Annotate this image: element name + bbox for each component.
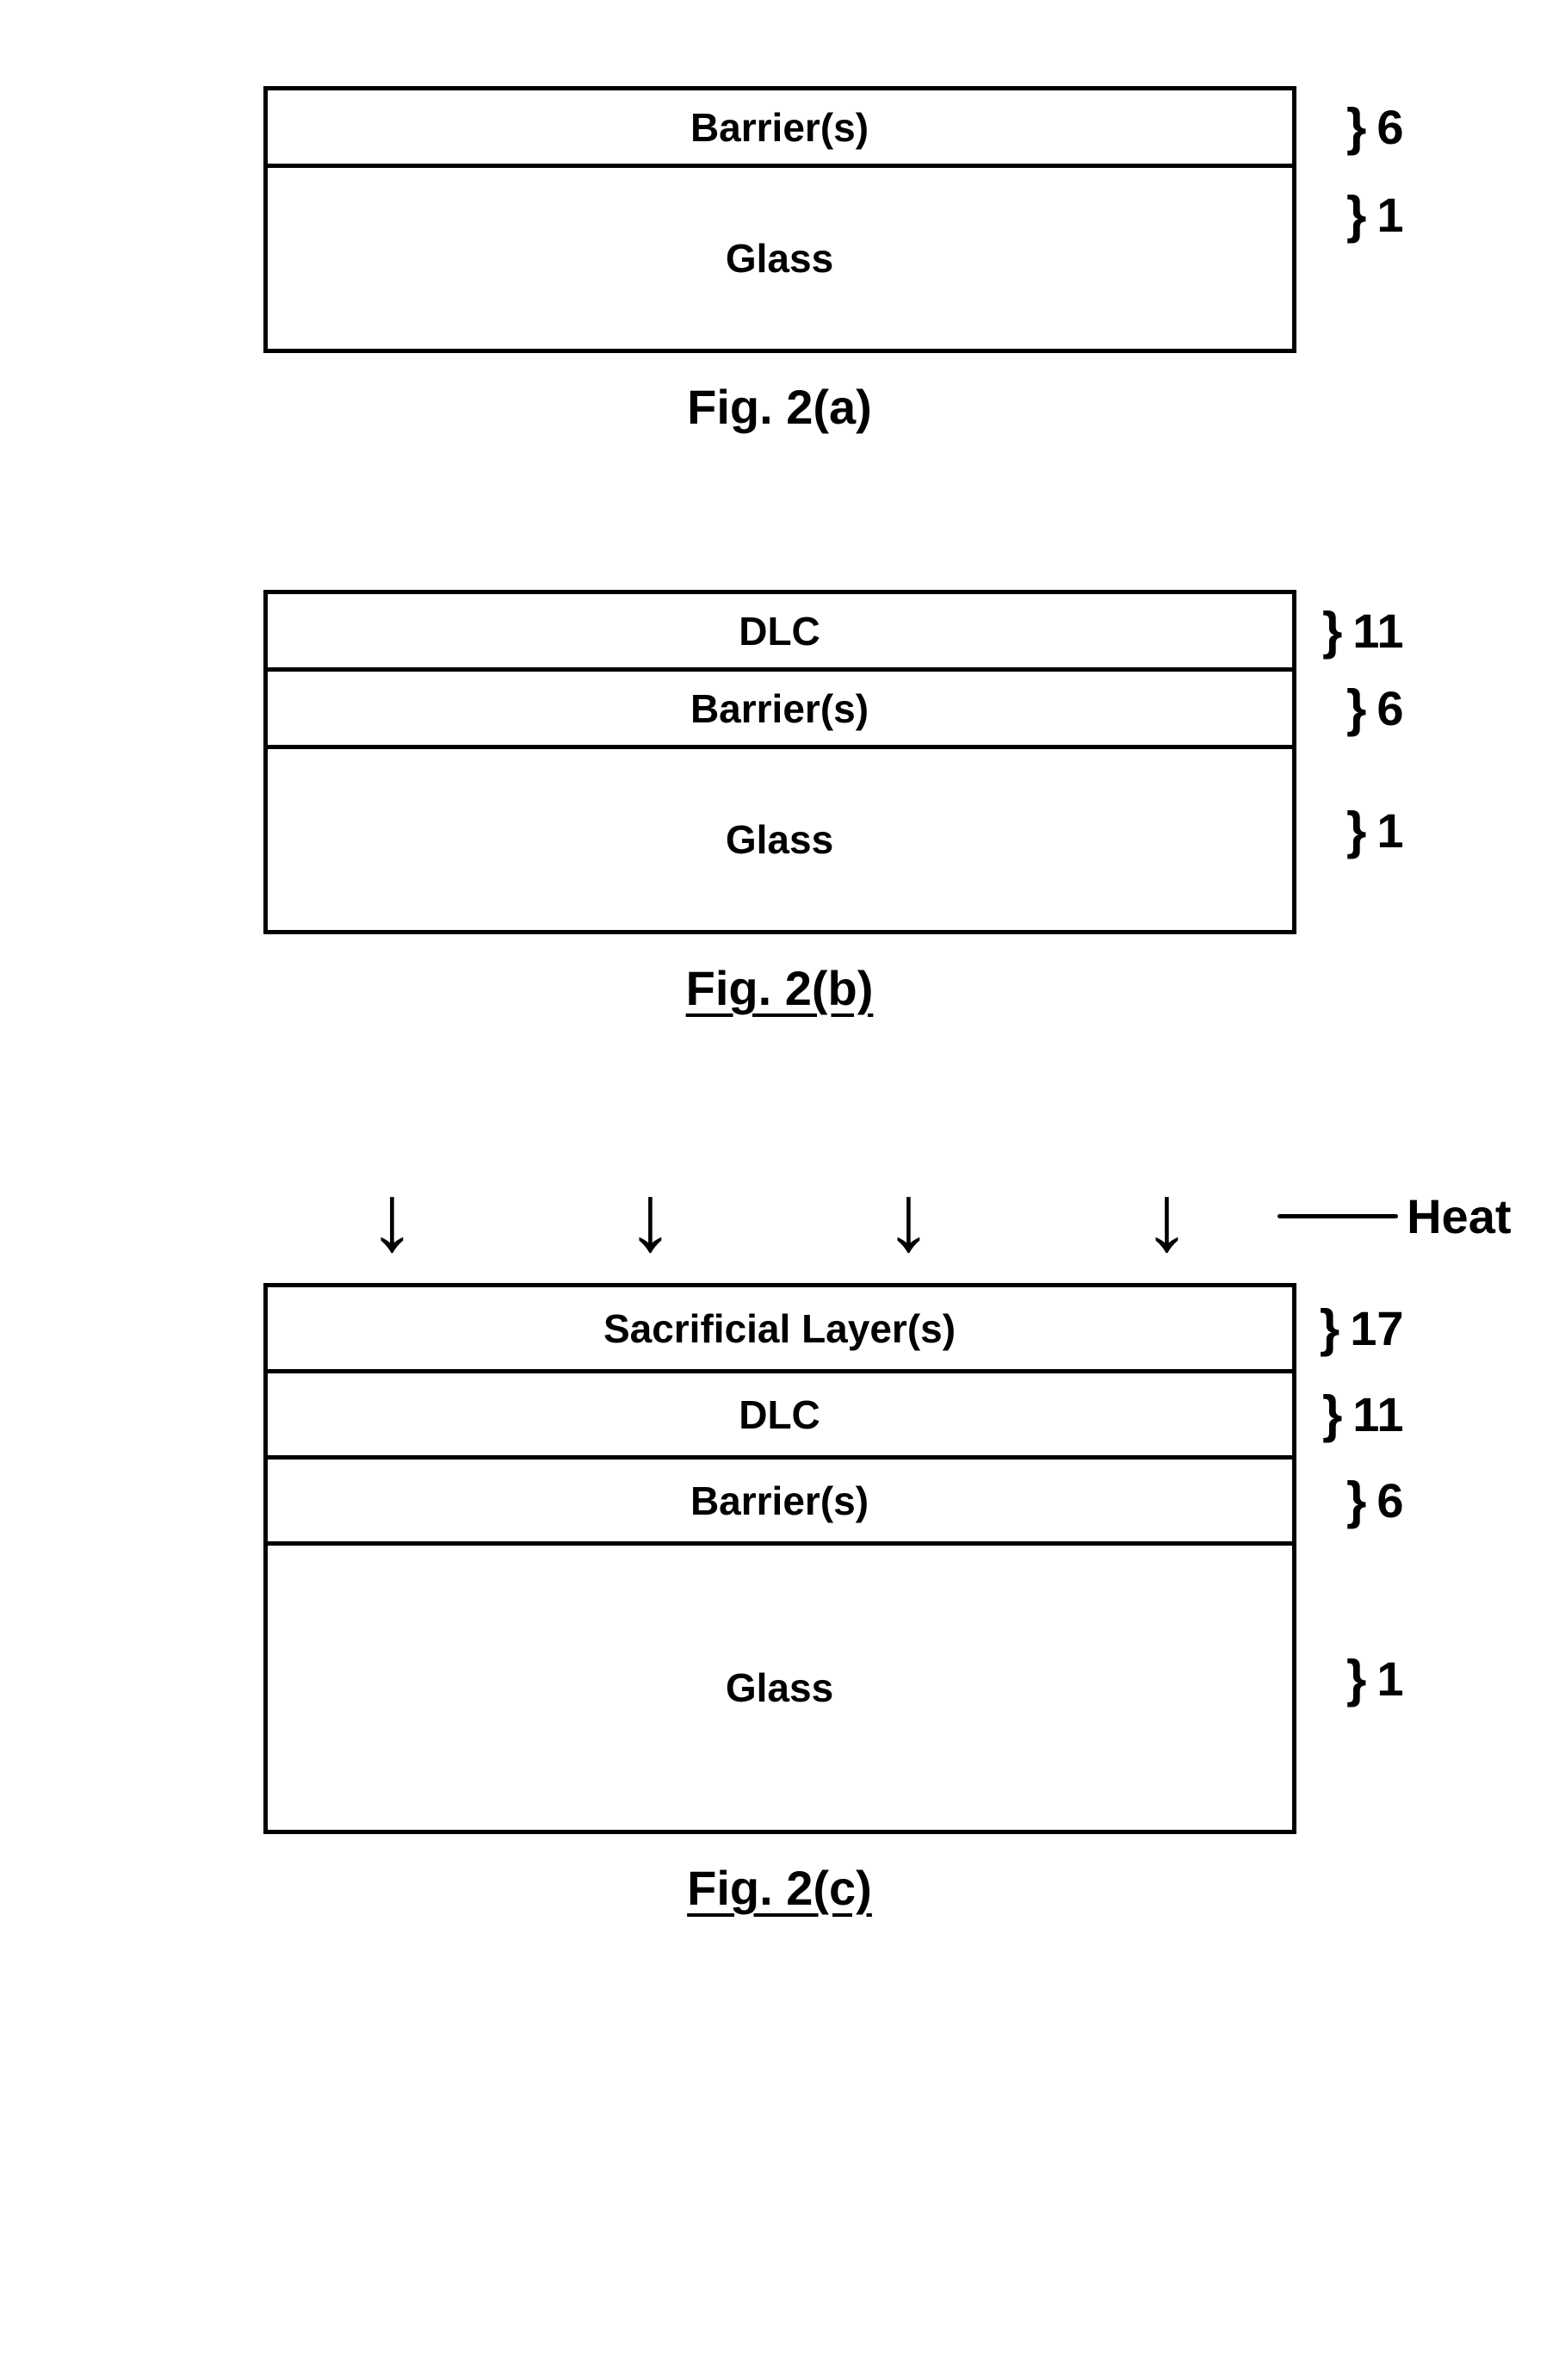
layer-dlc: DLC } 11 [263, 1369, 1296, 1455]
layer-label: Barrier(s) [690, 685, 869, 732]
down-arrow-icon: ↓ [368, 1171, 416, 1266]
layer-label: DLC [739, 608, 820, 654]
brace-icon: } [1322, 1385, 1342, 1444]
ref-label: } 1 [1346, 1649, 1404, 1708]
brace-icon: } [1346, 1471, 1366, 1530]
figure-2c: ↓ ↓ ↓ ↓ Heat Sacrificial Layer(s) } 17 D… [129, 1171, 1430, 1916]
layer-label: Barrier(s) [690, 104, 869, 151]
figure-group: Barrier(s) } 6 Glass } 1 Fig. 2(a) DLC [129, 86, 1430, 1916]
ref-number: 1 [1376, 1651, 1403, 1707]
ref-label: } 1 [1346, 185, 1404, 245]
layer-stack-2a: Barrier(s) } 6 Glass } 1 [263, 86, 1296, 353]
ref-number: 1 [1376, 803, 1403, 858]
brace-icon: } [1346, 679, 1366, 738]
brace-icon: } [1346, 185, 1366, 245]
ref-number: 6 [1376, 99, 1403, 155]
heat-label: Heat [1278, 1188, 1511, 1244]
layer-label: Glass [726, 235, 833, 282]
ref-label: } 6 [1346, 1471, 1404, 1530]
layer-barrier: Barrier(s) } 6 [263, 667, 1296, 745]
figure-2b: DLC } 11 Barrier(s) } 6 Glass } 1 [129, 590, 1430, 1016]
down-arrow-icon: ↓ [885, 1171, 932, 1266]
brace-icon: } [1320, 1298, 1339, 1358]
brace-icon: } [1322, 601, 1342, 660]
brace-icon: } [1346, 801, 1366, 860]
ref-number: 6 [1376, 680, 1403, 736]
layer-label: Barrier(s) [690, 1478, 869, 1524]
ref-number: 1 [1376, 187, 1403, 243]
layer-glass: Glass } 1 [263, 164, 1296, 353]
layer-label: Glass [726, 816, 833, 863]
ref-number: 11 [1352, 603, 1403, 659]
down-arrow-icon: ↓ [1143, 1171, 1191, 1266]
ref-label: } 17 [1320, 1298, 1404, 1358]
leader-line-icon [1278, 1214, 1398, 1218]
layer-glass: Glass } 1 [263, 745, 1296, 934]
ref-label: } 6 [1346, 679, 1404, 738]
heat-arrow-row: ↓ ↓ ↓ ↓ Heat [263, 1171, 1296, 1266]
ref-label: } 6 [1346, 97, 1404, 157]
heat-text: Heat [1407, 1188, 1511, 1244]
ref-label: } 1 [1346, 801, 1404, 860]
layer-dlc: DLC } 11 [263, 590, 1296, 667]
ref-number: 11 [1352, 1386, 1403, 1442]
ref-label: } 11 [1322, 1385, 1404, 1444]
down-arrow-icon: ↓ [627, 1171, 674, 1266]
ref-label: } 11 [1322, 601, 1404, 660]
figure-2a: Barrier(s) } 6 Glass } 1 Fig. 2(a) [129, 86, 1430, 435]
layer-sacrificial: Sacrificial Layer(s) } 17 [263, 1283, 1296, 1369]
figure-caption: Fig. 2(c) [687, 1860, 872, 1916]
layer-glass: Glass } 1 [263, 1541, 1296, 1834]
figure-caption: Fig. 2(b) [686, 960, 874, 1016]
layer-barrier: Barrier(s) } 6 [263, 1455, 1296, 1541]
brace-icon: } [1346, 1649, 1366, 1708]
brace-icon: } [1346, 97, 1366, 157]
layer-label: Glass [726, 1664, 833, 1711]
layer-barrier: Barrier(s) } 6 [263, 86, 1296, 164]
ref-number: 17 [1350, 1300, 1403, 1356]
layer-stack-2c: Sacrificial Layer(s) } 17 DLC } 11 Barri… [263, 1283, 1296, 1834]
ref-number: 6 [1376, 1472, 1403, 1528]
layer-stack-2b: DLC } 11 Barrier(s) } 6 Glass } 1 [263, 590, 1296, 934]
figure-caption: Fig. 2(a) [687, 379, 872, 435]
layer-label: DLC [739, 1391, 820, 1438]
layer-label: Sacrificial Layer(s) [603, 1305, 956, 1352]
